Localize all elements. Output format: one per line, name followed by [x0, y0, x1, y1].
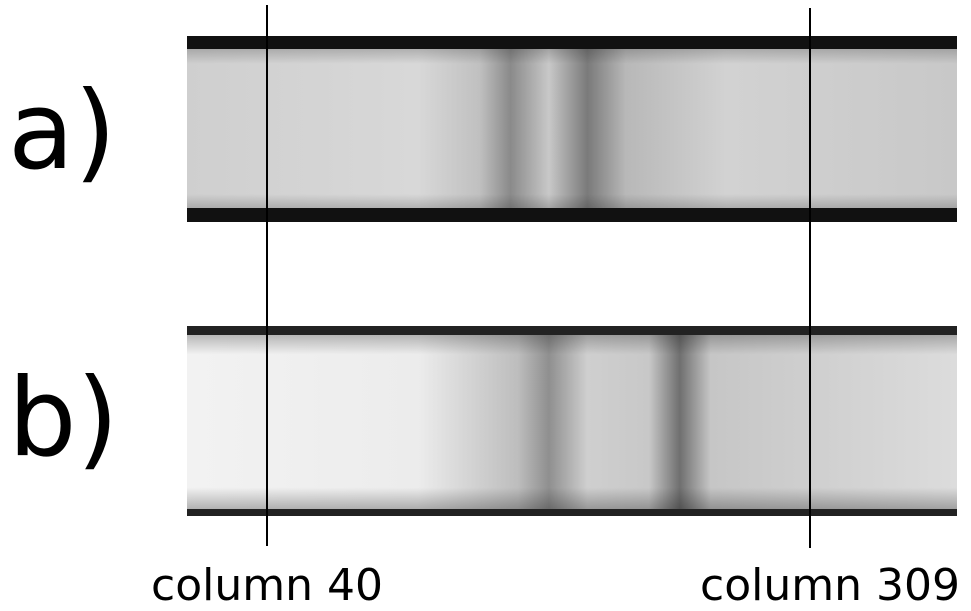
strip-a [187, 36, 957, 222]
panel-label: a) [8, 69, 116, 194]
figure: a) b) column 40 column 309 [0, 0, 971, 611]
strip-b-shade [187, 326, 957, 516]
column-label: column 40 [151, 560, 383, 611]
page: a) b) column 40 column 309 (() => { cons… [0, 0, 971, 611]
strip-a-top-edge [187, 36, 957, 49]
column-label: column 309 [700, 560, 960, 611]
strip-b [187, 326, 957, 516]
strip-b-top-edge [187, 326, 957, 335]
panel-label: b) [8, 356, 119, 481]
strip-b-bottom-edge [187, 509, 957, 516]
strip-a-shade [187, 36, 957, 222]
strip-a-bottom-edge [187, 208, 957, 222]
